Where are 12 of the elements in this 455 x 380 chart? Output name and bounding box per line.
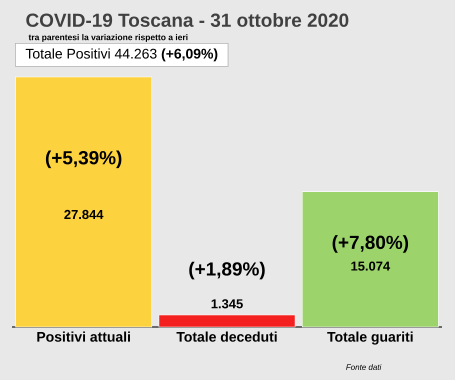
x-tick-label: Positivi attuali bbox=[37, 332, 130, 342]
x-tick-label: Totale deceduti bbox=[176, 332, 277, 342]
x-tick-label: Totale guariti bbox=[327, 332, 413, 345]
data-label: 1.345 bbox=[212, 299, 243, 308]
chart-subtitle: tra parentesi la variazione rispetto a ieri bbox=[28, 34, 188, 42]
chart-title: COVID-19 Toscana - 31 ottobre 2020 bbox=[26, 13, 348, 27]
annotation: (+7,80%) bbox=[332, 235, 408, 253]
annotation: (+5,39%) bbox=[46, 150, 122, 168]
data-label: 27.844 bbox=[64, 210, 104, 220]
data-label: 15.074 bbox=[351, 262, 390, 271]
annotation: (+1,89%) bbox=[189, 262, 265, 280]
text: Totale Positivi 44.263 (+6,09%) bbox=[26, 48, 218, 62]
